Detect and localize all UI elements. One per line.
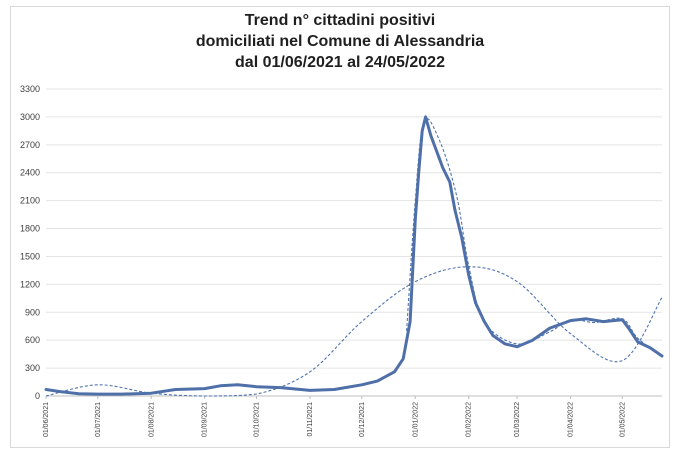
x-tick-label: 01/09/2021: [202, 402, 209, 437]
x-tick-label: 01/06/2021: [43, 402, 50, 437]
x-tick-label: 01/04/2022: [568, 402, 575, 437]
chart-title-line-3: dal 01/06/2021 al 24/05/2022: [235, 54, 445, 71]
x-tick-label: 01/05/2022: [619, 402, 626, 437]
chart-frame: [10, 6, 670, 448]
x-tick-label: 01/12/2021: [359, 402, 366, 437]
y-tick-label: 1200: [20, 279, 40, 289]
y-tick-label: 600: [25, 335, 40, 345]
y-tick-label: 0: [35, 391, 40, 401]
y-tick-label: 2700: [20, 140, 40, 150]
trendline-2: [406, 117, 663, 357]
x-tick-label: 01/03/2022: [514, 402, 521, 437]
x-tick-label: 01/01/2022: [412, 402, 419, 437]
x-tick-label: 01/11/2021: [307, 402, 314, 437]
y-tick-label: 900: [25, 307, 40, 317]
y-tick-label: 300: [25, 363, 40, 373]
chart-title-line-1: Trend n° cittadini positivi: [244, 12, 436, 29]
x-tick-label: 01/10/2021: [254, 402, 261, 437]
series-line-positivi: [44, 115, 664, 396]
x-tick-label: 01/08/2021: [148, 402, 155, 437]
y-tick-label: 3000: [20, 112, 40, 122]
y-tick-label: 1800: [20, 224, 40, 234]
y-tick-label: 2400: [20, 168, 40, 178]
x-tick-label: 01/02/2022: [466, 402, 473, 437]
trendline-1: [45, 266, 663, 397]
chart-title-line-2: domiciliati nel Comune di Alessandria: [195, 33, 485, 50]
y-tick-label: 3300: [20, 84, 40, 94]
y-tick-label: 2100: [20, 196, 40, 206]
y-tick-label: 1500: [20, 251, 40, 261]
x-tick-label: 01/07/2021: [95, 402, 102, 437]
